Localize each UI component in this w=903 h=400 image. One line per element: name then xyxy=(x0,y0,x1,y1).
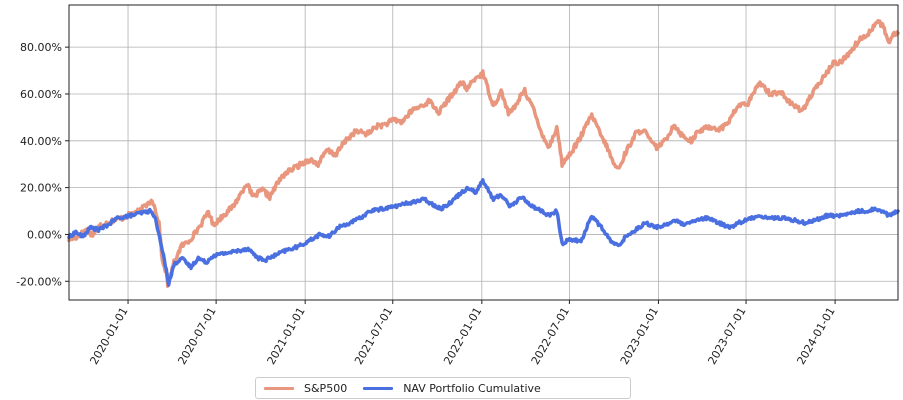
y-tick-label: -20.00% xyxy=(16,275,62,288)
legend-item-sp500: S&P500 xyxy=(264,382,347,395)
x-tick-label: 2023-01-01 xyxy=(618,305,661,367)
x-tick-label: 2024-01-01 xyxy=(794,305,837,367)
x-tick-label: 2021-01-01 xyxy=(265,305,308,367)
grid-lines xyxy=(69,5,898,300)
plot-area-frame xyxy=(68,4,899,301)
x-tick-label: 2023-07-01 xyxy=(705,305,748,367)
legend-item-nav: NAV Portfolio Cumulative xyxy=(363,382,541,395)
x-tick-label: 2020-01-01 xyxy=(87,305,130,367)
x-tick-label: 2022-07-01 xyxy=(529,305,572,367)
x-tick-label: 2021-07-01 xyxy=(352,305,395,367)
series-lines xyxy=(67,18,900,288)
legend-swatch-sp500 xyxy=(264,386,294,390)
y-axis-ticks: -20.00% 0.00% 20.00% 40.00% 60.00% 80.00% xyxy=(16,41,69,288)
series-line-sp500 xyxy=(67,18,900,288)
x-tick-label: 2020-07-01 xyxy=(175,305,218,367)
y-tick-label: 60.00% xyxy=(20,88,62,101)
y-tick-label: 80.00% xyxy=(20,41,62,54)
y-tick-label: 0.00% xyxy=(27,228,62,241)
legend: S&P500 NAV Portfolio Cumulative xyxy=(255,377,631,399)
series-line-nav-portfolio xyxy=(67,178,900,287)
legend-label-sp500: S&P500 xyxy=(304,381,348,395)
y-tick-label: 20.00% xyxy=(20,182,62,195)
legend-swatch-nav xyxy=(363,386,394,390)
legend-label-nav: NAV Portfolio Cumulative xyxy=(403,381,541,395)
x-axis-ticks: 2020-01-01 2020-07-01 2021-01-01 2021-07-01… xyxy=(87,300,838,367)
y-tick-label: 40.00% xyxy=(20,135,62,148)
x-tick-label: 2022-01-01 xyxy=(441,305,484,367)
